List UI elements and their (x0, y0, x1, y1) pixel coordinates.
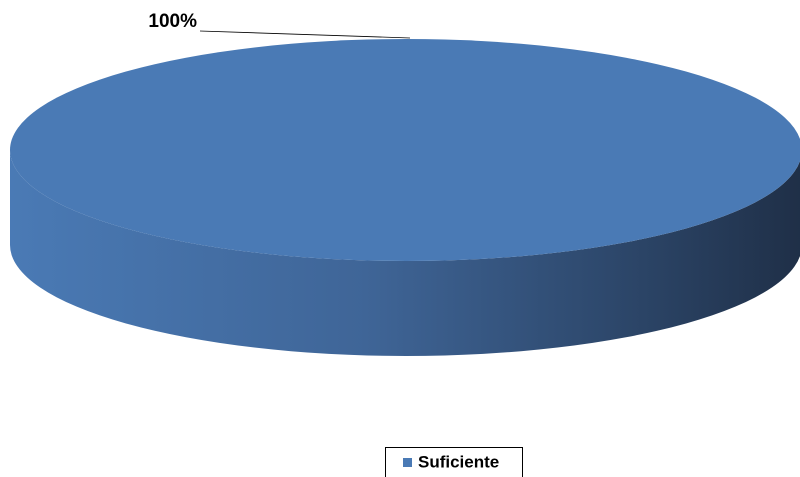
pie-side (10, 150, 800, 356)
data-label: 100% (148, 11, 197, 32)
leader-line (199, 30, 411, 39)
legend-label: Suficiente (418, 452, 499, 471)
legend-marker (403, 458, 412, 467)
pie-slice (10, 39, 800, 261)
legend-box (385, 447, 523, 477)
